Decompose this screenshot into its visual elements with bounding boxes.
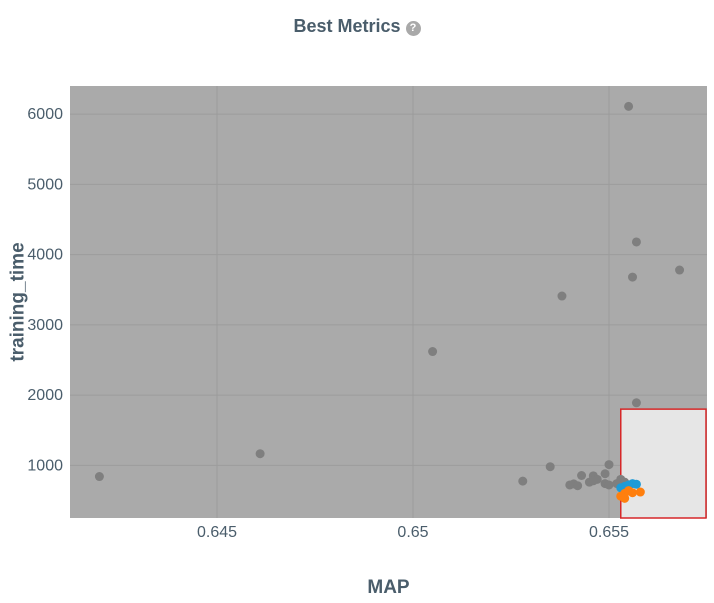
y-tick-label: 1000 [27, 457, 63, 474]
data-point-gray[interactable] [428, 347, 438, 357]
x-axis-title: MAP [367, 577, 410, 598]
highlight-region[interactable] [620, 408, 707, 519]
y-tick-labels: 1000 2000 3000 4000 5000 6000 [27, 106, 63, 474]
y-tick-label: 3000 [27, 317, 63, 334]
y-tick-label: 5000 [27, 176, 63, 193]
data-point-gray[interactable] [94, 472, 104, 482]
x-tick-labels: 0.645 0.65 0.655 [197, 524, 629, 541]
x-tick-label: 0.645 [197, 524, 237, 541]
data-point-gray[interactable] [557, 291, 567, 301]
data-point-gray[interactable] [628, 272, 638, 282]
chart-title-bar: Best Metrics? [0, 16, 714, 37]
data-point-gray[interactable] [604, 460, 614, 470]
chart-title: Best Metrics [293, 16, 401, 36]
question-circle-icon[interactable]: ? [405, 21, 421, 36]
grid-lines [70, 86, 707, 518]
data-point-orange[interactable] [628, 488, 638, 498]
data-point-gray[interactable] [604, 480, 614, 490]
data-point-gray[interactable] [573, 481, 583, 491]
data-point-gray[interactable] [577, 471, 587, 481]
data-point-gray[interactable] [255, 449, 265, 459]
data-point-gray[interactable] [600, 469, 610, 479]
y-tick-label: 4000 [27, 247, 63, 264]
x-tick-label: 0.65 [397, 524, 428, 541]
data-points [94, 101, 685, 503]
data-point-gray[interactable] [518, 476, 528, 486]
x-tick-label: 0.655 [589, 524, 629, 541]
plot-background [70, 86, 707, 518]
data-point-gray[interactable] [675, 265, 685, 275]
data-point-gray[interactable] [631, 237, 641, 247]
data-point-orange[interactable] [620, 493, 630, 503]
data-point-gray[interactable] [631, 398, 641, 408]
data-point-blue[interactable] [631, 479, 641, 489]
y-axis-title: training_time [8, 242, 29, 361]
data-point-gray[interactable] [545, 462, 555, 472]
data-point-gray[interactable] [624, 101, 634, 111]
data-point-orange[interactable] [635, 487, 645, 497]
y-tick-label: 2000 [27, 387, 63, 404]
y-tick-label: 6000 [27, 106, 63, 123]
data-point-gray[interactable] [588, 476, 598, 486]
